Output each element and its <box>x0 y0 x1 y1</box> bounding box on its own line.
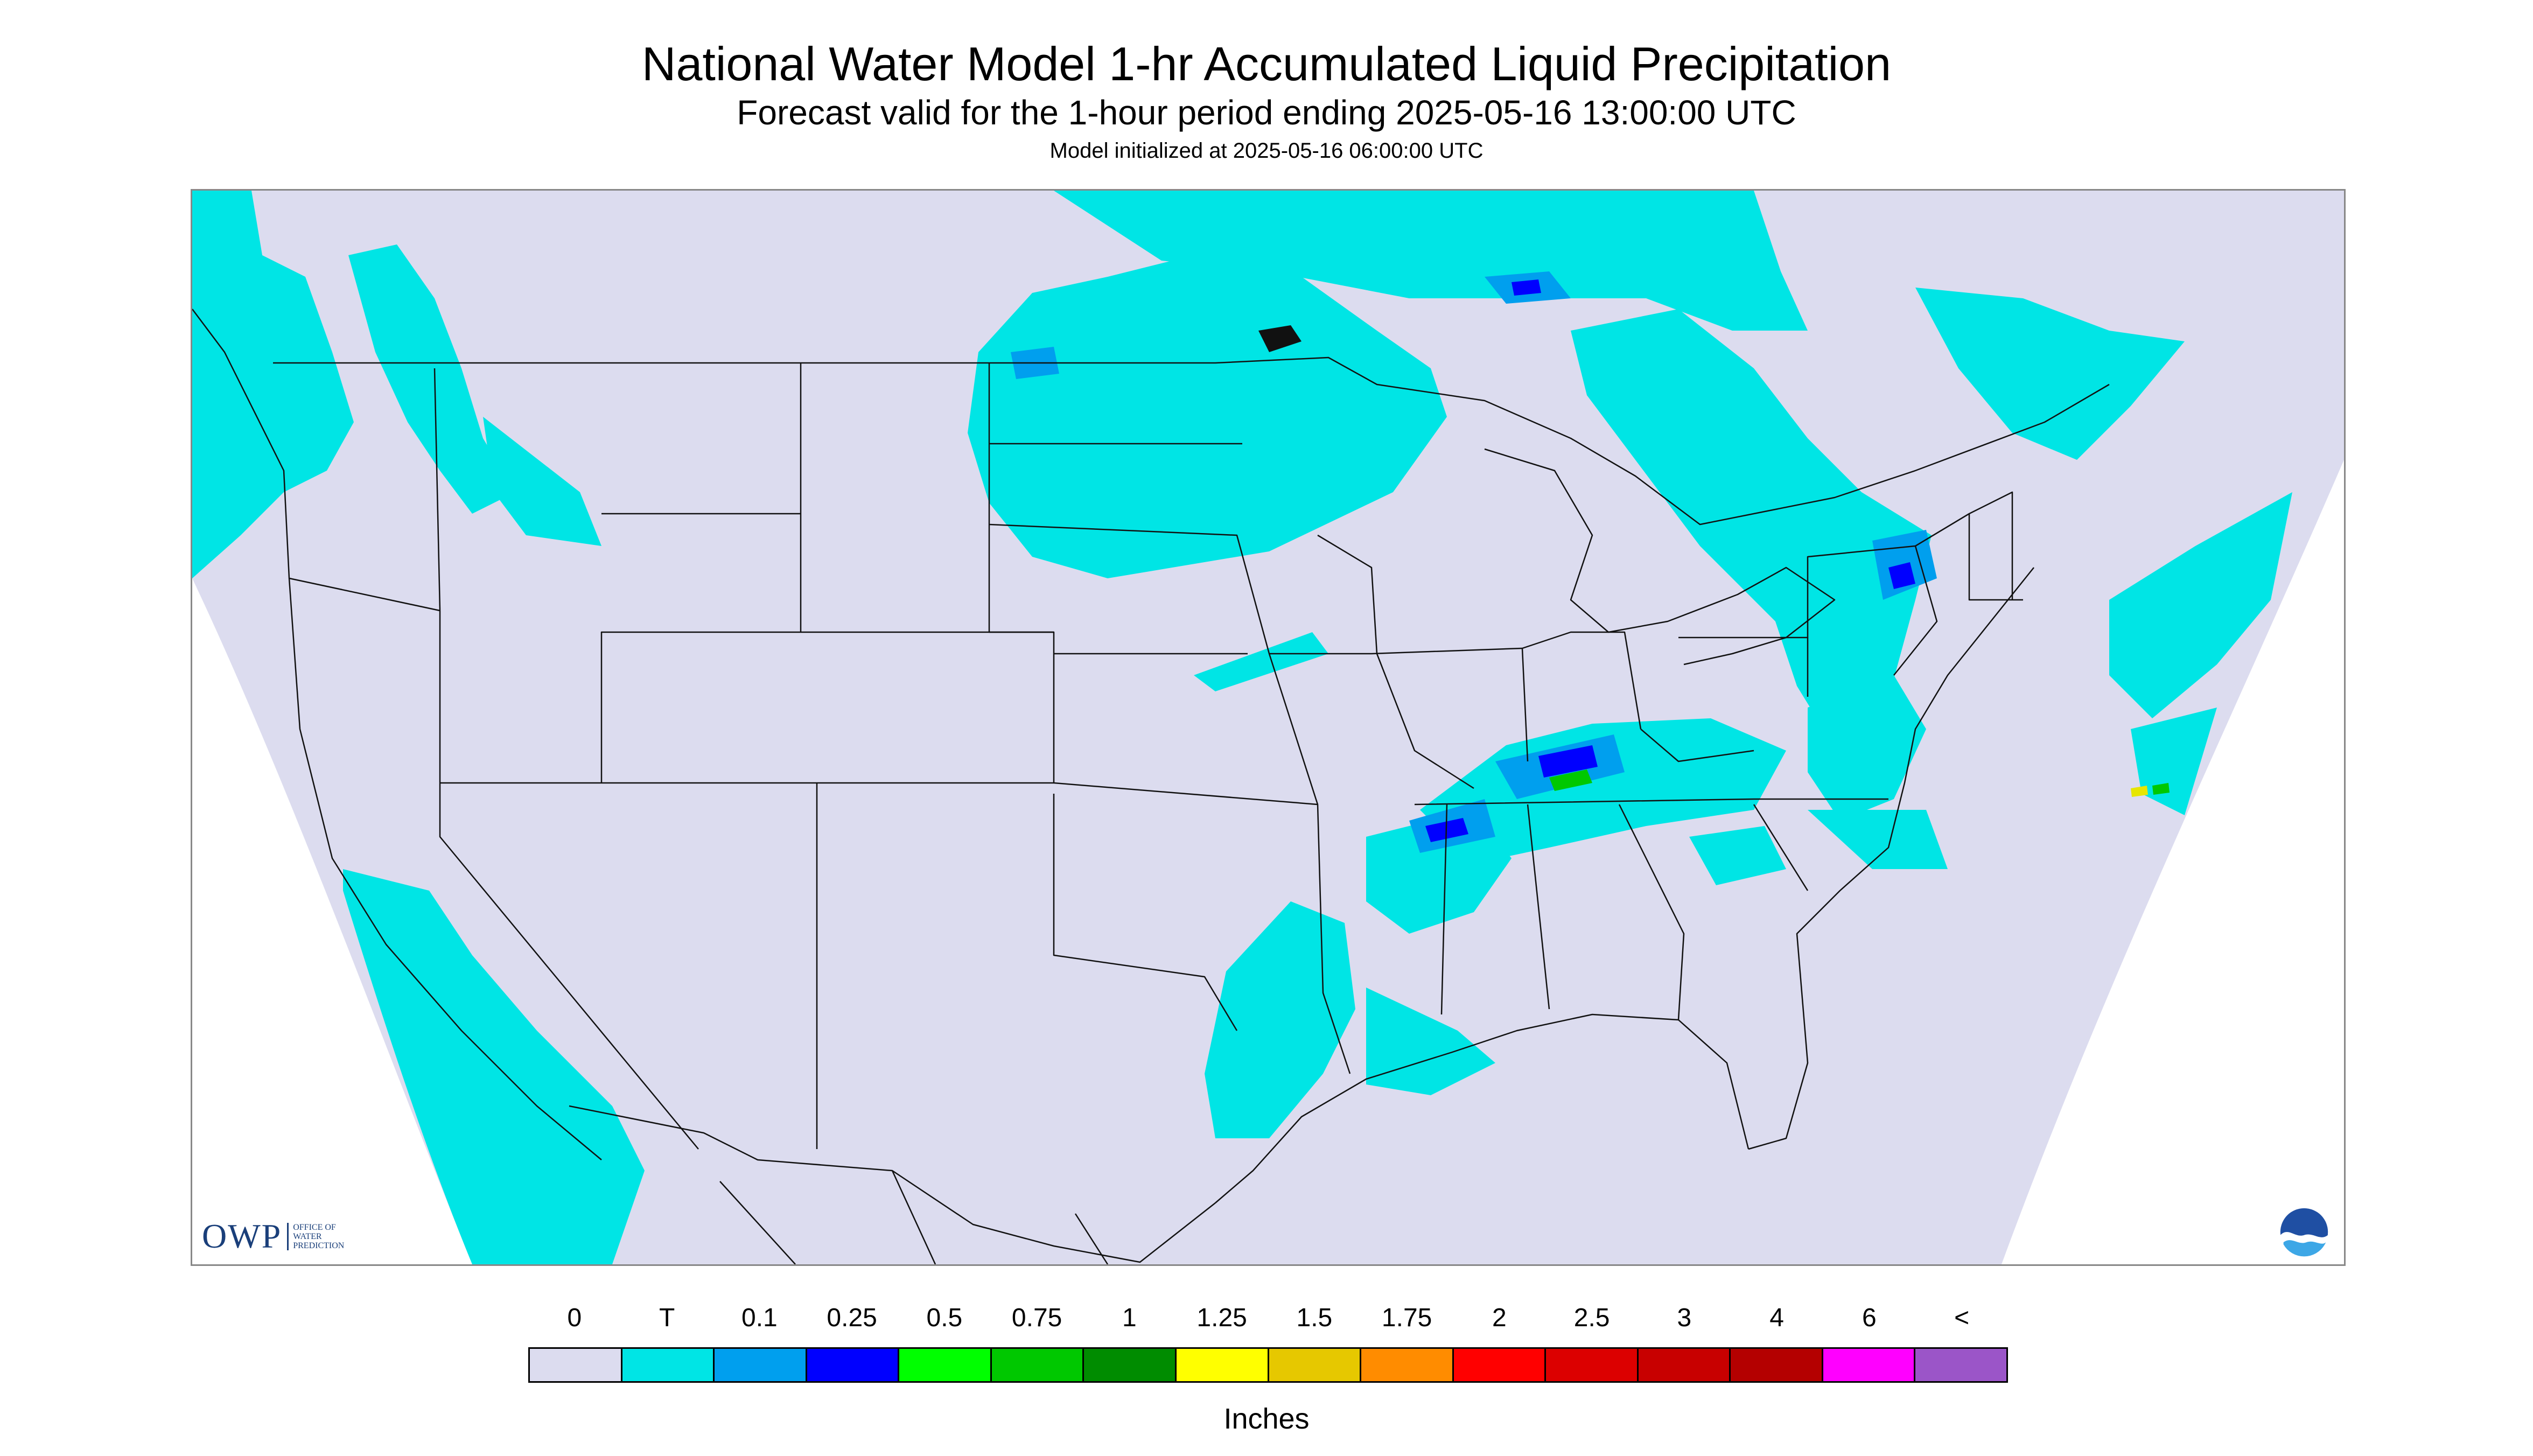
legend-swatch <box>1915 1349 2006 1381</box>
legend-tick-label: 0 <box>567 1304 582 1332</box>
map-canvas <box>192 191 2344 1264</box>
precip-quebec <box>1915 288 2185 460</box>
owp-subtext-line: WATER <box>293 1231 322 1241</box>
us-mexico-border <box>569 1105 1216 1263</box>
legend-unit-label: Inches <box>1223 1403 1310 1435</box>
precip-texas-band <box>1205 901 1355 1138</box>
precip-yellow-atlantic <box>2131 786 2148 797</box>
legend-swatch <box>1638 1349 1731 1381</box>
legend-tick-label: 1.25 <box>1196 1304 1247 1332</box>
precip-ohio-valley <box>1420 718 1786 864</box>
legend-tick-label: 1 <box>1122 1304 1137 1332</box>
precipitation-map: OWP OFFICE OF WATER PREDICTION <box>191 189 2346 1266</box>
precip-atlantic-offshore <box>2131 708 2217 815</box>
precip-northern-plains <box>968 250 1447 578</box>
precip-carolinas <box>1808 810 1948 869</box>
precip-green-atlantic <box>2152 783 2170 795</box>
legend-tick-label: 0.25 <box>827 1304 877 1332</box>
precip-mid-atlantic <box>1808 675 1926 821</box>
precip-medium-ohio-valley <box>1538 745 1598 778</box>
lake-superior-island <box>1258 325 1302 352</box>
model-init-line: Model initialized at 2025-05-16 06:00:00… <box>1049 139 1484 163</box>
great-lakes-outline <box>1484 448 1836 666</box>
owp-subtext-line: PREDICTION <box>293 1241 345 1250</box>
east-coast-outline <box>1748 567 2034 1150</box>
legend-swatch <box>715 1349 807 1381</box>
precip-kansas-band <box>1194 632 1328 691</box>
legend-swatch <box>530 1349 622 1381</box>
precip-pacific-northwest <box>192 191 354 578</box>
legend-tick-label: 3 <box>1677 1304 1692 1332</box>
owp-logo-text: OWP <box>202 1217 282 1255</box>
legend-swatch <box>807 1349 900 1381</box>
precip-idaho-band <box>348 244 515 514</box>
legend-tick-label: 1.75 <box>1381 1304 1432 1332</box>
legend-swatch <box>1546 1349 1639 1381</box>
legend-tick-label: 4 <box>1769 1304 1784 1332</box>
mexico-interior-outline <box>719 1170 1109 1264</box>
owp-subtext-line: OFFICE OF <box>293 1222 336 1232</box>
precip-medium-pa <box>1888 562 1915 589</box>
precip-green-kentucky <box>1549 769 1592 791</box>
legend-swatch <box>622 1349 715 1381</box>
legend-swatch <box>1084 1349 1177 1381</box>
legend-tick-label: 0.75 <box>1011 1304 1062 1332</box>
precip-canada-north <box>1054 191 1808 331</box>
legend-tick-label: T <box>659 1304 675 1332</box>
state-lines-west <box>289 363 1055 1150</box>
legend-swatch <box>991 1349 1084 1381</box>
precip-heavy-regions <box>1549 769 2170 797</box>
precip-great-lakes-east <box>1571 309 1932 756</box>
legend-tick-label: 1.5 <box>1296 1304 1333 1332</box>
owp-logo: OWP OFFICE OF WATER PREDICTION <box>202 1215 344 1258</box>
gulf-coast-outline <box>1215 1013 1750 1203</box>
noaa-logo-icon <box>2280 1208 2328 1258</box>
legend-swatch <box>1823 1349 1916 1381</box>
legend-tick-labels: 0 T 0.1 0.25 0.5 0.75 1 1.25 1.5 1.75 2 2.5 3 4 6 < <box>0 1303 2533 1335</box>
state-lines-central <box>988 363 1372 1074</box>
forecast-valid-subtitle: Forecast valid for the 1-hour period end… <box>737 93 1796 132</box>
legend-tick-label: < <box>1954 1304 1970 1332</box>
legend-swatch <box>1731 1349 1823 1381</box>
precip-new-england-atlantic <box>2109 492 2292 718</box>
owp-logo-subtext: OFFICE OF WATER PREDICTION <box>287 1222 345 1250</box>
political-boundaries <box>192 309 2110 1264</box>
legend-swatch <box>1453 1349 1547 1381</box>
legend-swatch <box>1176 1349 1269 1381</box>
precip-color-legend <box>528 1347 2008 1383</box>
legend-tick-label: 6 <box>1862 1304 1877 1332</box>
map-title: National Water Model 1-hr Accumulated Li… <box>641 37 1892 90</box>
precip-california-coast <box>343 869 645 1264</box>
state-lines-northeast <box>1807 491 2023 676</box>
legend-tick-label: 0.5 <box>926 1304 963 1332</box>
precip-appalachian <box>1689 826 1786 885</box>
legend-swatch <box>1269 1349 1362 1381</box>
us-canada-border <box>273 356 2110 526</box>
precip-interior-nw <box>483 417 601 546</box>
precip-medium-ontario <box>1512 279 1541 296</box>
legend-swatch <box>1361 1349 1454 1381</box>
precip-trace-regions <box>192 191 2292 1264</box>
legend-tick-label: 2 <box>1492 1304 1507 1332</box>
legend-tick-label: 2.5 <box>1573 1304 1610 1332</box>
precip-medium-regions <box>1425 279 1915 842</box>
west-coast-outline <box>192 309 602 1160</box>
legend-tick-label: 0.1 <box>741 1304 778 1332</box>
legend-swatch <box>899 1349 992 1381</box>
